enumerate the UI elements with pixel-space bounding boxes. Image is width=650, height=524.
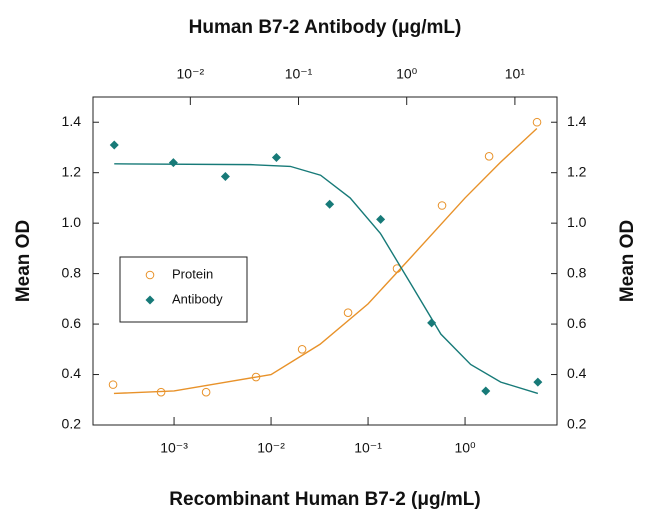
y2-tick-label: 1.4 (567, 113, 587, 129)
y2-tick-label: 0.8 (567, 264, 587, 280)
y2-axis-title: Mean OD (617, 220, 638, 302)
fit-line (114, 163, 539, 395)
data-point (532, 117, 542, 127)
data-point (481, 386, 491, 396)
y2-tick-label: 1.0 (567, 214, 587, 230)
x2-tick-label: 10⁻¹ (285, 66, 313, 82)
legend-label: Antibody (172, 291, 223, 306)
x-axis-title: Recombinant Human B7-2 (μg/mL) (169, 489, 480, 510)
y2-tick-label: 0.4 (567, 365, 587, 381)
y2-tick-label: 0.6 (567, 315, 587, 331)
y-tick-label: 1.4 (62, 113, 82, 129)
data-point (109, 140, 119, 150)
data-point (156, 387, 166, 397)
plot-frame (92, 96, 558, 426)
data-point (108, 380, 118, 389)
data-point (437, 201, 447, 210)
data-point (251, 372, 261, 382)
data-point (484, 151, 494, 161)
y-tick-label: 1.0 (62, 214, 82, 230)
legend-label: Protein (172, 266, 213, 281)
y2-tick-label: 1.2 (567, 163, 587, 179)
legend-box (119, 256, 248, 323)
data-point (325, 199, 335, 209)
legend-marker (145, 295, 155, 305)
x-tick-label: 10⁻² (257, 440, 285, 456)
x-tick-label: 10⁻¹ (354, 440, 382, 456)
data-point (201, 387, 211, 397)
y-tick-label: 1.2 (62, 163, 82, 179)
data-point (343, 308, 353, 318)
y-tick-label: 0.4 (62, 365, 82, 381)
data-point (168, 158, 178, 168)
data-point (427, 318, 437, 328)
x2-tick-label: 10¹ (505, 66, 526, 82)
legend-marker (145, 270, 155, 280)
x2-tick-label: 10⁰ (396, 66, 418, 82)
x2-tick-label: 10⁻² (177, 66, 205, 82)
x-tick-label: 10⁻³ (160, 440, 188, 456)
y-axis-title: Mean OD (13, 220, 34, 302)
y-tick-label: 0.2 (62, 416, 82, 432)
data-point (533, 377, 543, 387)
fit-line (113, 128, 538, 395)
y-tick-label: 0.8 (62, 264, 82, 280)
x-tick-label: 10⁰ (454, 440, 476, 456)
y-tick-label: 0.6 (62, 315, 82, 331)
y2-tick-label: 0.2 (567, 416, 587, 432)
data-point (220, 171, 230, 181)
data-point (271, 153, 281, 163)
data-point (376, 214, 386, 224)
data-point (297, 345, 307, 354)
top-axis-title: Human B7-2 Antibody (μg/mL) (189, 17, 462, 38)
